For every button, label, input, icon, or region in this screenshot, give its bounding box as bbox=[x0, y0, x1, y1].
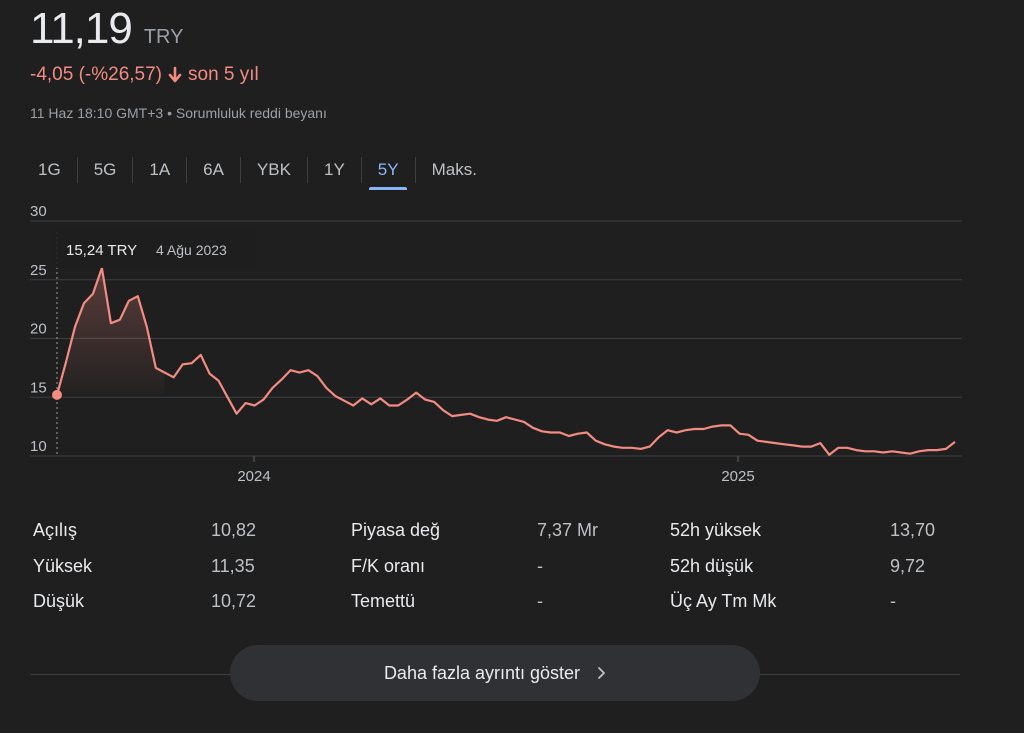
stat-label: Piyasa değ bbox=[351, 520, 441, 540]
meta-separator: • bbox=[167, 105, 172, 121]
y-tick-label: 10 bbox=[30, 438, 47, 455]
tab-5y[interactable]: 5Y bbox=[362, 152, 415, 188]
change-value: -4,05 (-%26,57) bbox=[30, 64, 163, 85]
tab-6a[interactable]: 6A bbox=[203, 160, 224, 179]
range-tabs: 1G 5G 1A 6A YBK 1Y 5Y Maks. bbox=[22, 150, 493, 190]
stat-value: 10,82 bbox=[211, 520, 257, 540]
tooltip-box bbox=[52, 230, 256, 268]
stat-value: 13,70 bbox=[890, 520, 936, 540]
change-period: son 5 yıl bbox=[188, 64, 259, 85]
quote-meta: 11 Haz 18:10 GMT+3 • Sorumluluk reddi be… bbox=[30, 105, 327, 121]
tab-divider bbox=[132, 157, 134, 183]
stat-label: Düşük bbox=[33, 591, 85, 611]
x-tick-label: 2025 bbox=[721, 468, 754, 485]
stat-value: - bbox=[890, 591, 896, 611]
stat-label: F/K oranı bbox=[351, 556, 426, 576]
tab-divider bbox=[307, 157, 308, 183]
stat-value: 10,72 bbox=[211, 591, 257, 611]
y-tick-label: 15 bbox=[30, 379, 47, 396]
arrow-down-icon bbox=[168, 66, 182, 83]
tooltip-date: 4 Ağu 2023 bbox=[156, 242, 227, 258]
tab-divider bbox=[414, 157, 416, 183]
currency-code: TRY bbox=[143, 26, 184, 48]
y-tick-label: 20 bbox=[30, 321, 47, 338]
stat-label: Temettü bbox=[351, 591, 416, 611]
price-header: 11,19 TRY bbox=[30, 4, 183, 54]
x-tick-label: 2024 bbox=[237, 468, 270, 485]
series-line bbox=[55, 266, 956, 456]
stat-value: - bbox=[537, 556, 543, 576]
tab-1a[interactable]: 1A bbox=[149, 160, 171, 179]
tab-1y[interactable]: 1Y bbox=[324, 160, 345, 179]
tab-divider bbox=[239, 157, 241, 183]
stat-value: 7,37 Mr bbox=[537, 520, 599, 540]
show-more-button[interactable]: Daha fazla ayrıntı göster bbox=[230, 645, 760, 701]
stat-value: 9,72 bbox=[890, 556, 926, 576]
show-more-label: Daha fazla ayrıntı göster bbox=[383, 662, 581, 683]
stat-value: 11,35 bbox=[211, 556, 255, 576]
tab-maks[interactable]: Maks. bbox=[431, 160, 477, 179]
stat-label: 52h yüksek bbox=[670, 520, 762, 540]
price-change: -4,05 (-%26,57) son 5 yıl bbox=[30, 64, 259, 86]
stat-label: Yüksek bbox=[33, 556, 93, 576]
tab-1g[interactable]: 1G bbox=[38, 160, 61, 179]
y-tick-label: 30 bbox=[30, 205, 47, 220]
stat-label: Üç Ay Tm Mk bbox=[670, 591, 777, 611]
stat-label: Açılış bbox=[33, 520, 78, 540]
stat-label: 52h düşük bbox=[670, 556, 754, 576]
tab-5g[interactable]: 5G bbox=[93, 160, 117, 179]
y-tick-label: 25 bbox=[30, 262, 47, 279]
start-point bbox=[52, 389, 62, 400]
price-chart[interactable]: 30 25 20 15 10 2024 2025 15,24 TRY 4 Ağu 2023 bbox=[0, 205, 1024, 495]
current-price: 11,19 bbox=[30, 4, 133, 53]
disclaimer-link[interactable]: Sorumluluk reddi beyanı bbox=[175, 105, 327, 121]
stat-value: - bbox=[537, 591, 543, 611]
quote-timestamp: 11 Haz 18:10 GMT+3 bbox=[30, 105, 164, 121]
tab-divider bbox=[186, 157, 188, 183]
tooltip-value: 15,24 TRY bbox=[66, 242, 137, 259]
tab-ybk[interactable]: YBK bbox=[256, 160, 291, 179]
tab-divider bbox=[76, 157, 78, 183]
chevron-right-icon bbox=[598, 667, 605, 679]
